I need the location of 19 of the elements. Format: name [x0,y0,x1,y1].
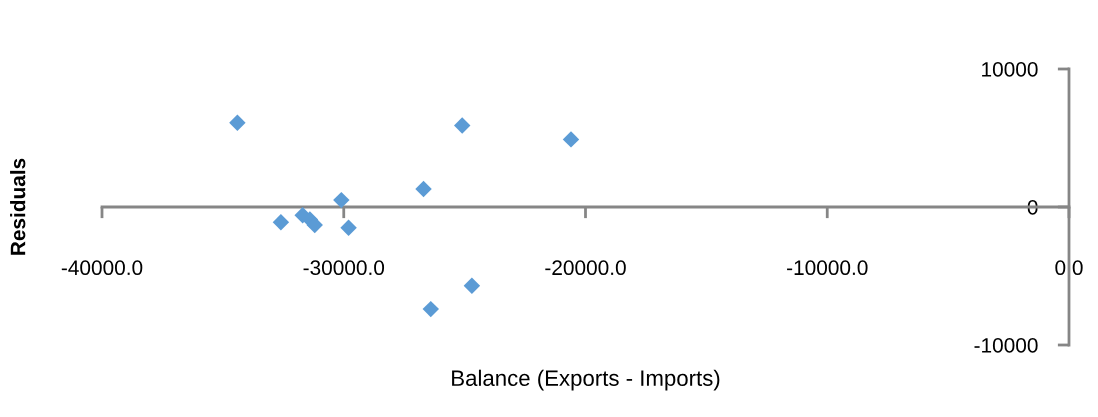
point [453,117,471,134]
x-tick-label: -20000.0 [545,260,626,276]
point [306,216,323,234]
x-axis-title: Balance (Exports - Imports) [452,369,720,391]
y-tick-label: -10000 [974,338,1038,353]
point [229,114,246,132]
point [333,191,350,209]
point [340,219,357,236]
x-tick-label: -10000.0 [787,260,868,276]
point [272,213,290,231]
x-tick-label: 0.0 [1055,260,1083,276]
y-axis-title: Residuals [10,158,26,255]
x-tick-label: -40000.0 [61,260,143,276]
x-tick-label: -30000.0 [303,260,385,276]
point [463,277,481,294]
point [415,180,432,198]
point [562,131,580,148]
point [422,300,439,318]
y-tick-label: 10000 [982,62,1038,77]
